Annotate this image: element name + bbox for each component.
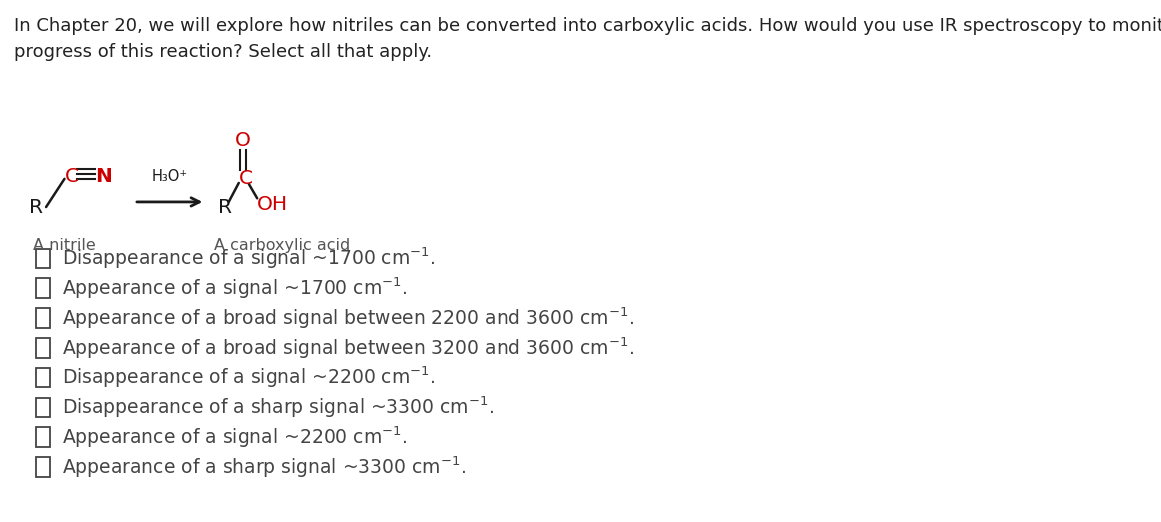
Text: OH: OH <box>258 195 288 214</box>
Bar <box>36 338 50 358</box>
Text: Appearance of a broad signal between 3200 and 3600 cm$^{-1}$.: Appearance of a broad signal between 320… <box>62 335 634 361</box>
Text: Appearance of a sharp signal ~3300 cm$^{-1}$.: Appearance of a sharp signal ~3300 cm$^{… <box>62 454 466 480</box>
Bar <box>36 278 50 298</box>
Text: In Chapter 20, we will explore how nitriles can be converted into carboxylic aci: In Chapter 20, we will explore how nitri… <box>14 17 1161 61</box>
Text: Disappearance of a signal ~2200 cm$^{-1}$.: Disappearance of a signal ~2200 cm$^{-1}… <box>62 365 435 390</box>
Bar <box>36 398 50 417</box>
Bar <box>36 248 50 268</box>
Text: C: C <box>65 167 79 186</box>
Text: H₃O⁺: H₃O⁺ <box>151 169 187 184</box>
Bar <box>36 457 50 477</box>
Text: O: O <box>235 131 251 150</box>
Text: A nitrile: A nitrile <box>34 238 96 253</box>
Text: R: R <box>29 197 43 217</box>
Bar <box>36 428 50 447</box>
Text: C: C <box>239 169 253 188</box>
Text: N: N <box>95 167 111 186</box>
Bar <box>36 309 50 328</box>
Text: Appearance of a signal ~1700 cm$^{-1}$.: Appearance of a signal ~1700 cm$^{-1}$. <box>62 276 408 301</box>
Text: Disappearance of a signal ~1700 cm$^{-1}$.: Disappearance of a signal ~1700 cm$^{-1}… <box>62 246 435 271</box>
Bar <box>36 368 50 387</box>
Text: Appearance of a broad signal between 2200 and 3600 cm$^{-1}$.: Appearance of a broad signal between 220… <box>62 305 634 331</box>
Text: R: R <box>218 197 232 217</box>
Text: Appearance of a signal ~2200 cm$^{-1}$.: Appearance of a signal ~2200 cm$^{-1}$. <box>62 424 408 450</box>
Text: A carboxylic acid: A carboxylic acid <box>214 238 349 253</box>
Text: Disappearance of a sharp signal ~3300 cm$^{-1}$.: Disappearance of a sharp signal ~3300 cm… <box>62 395 495 420</box>
